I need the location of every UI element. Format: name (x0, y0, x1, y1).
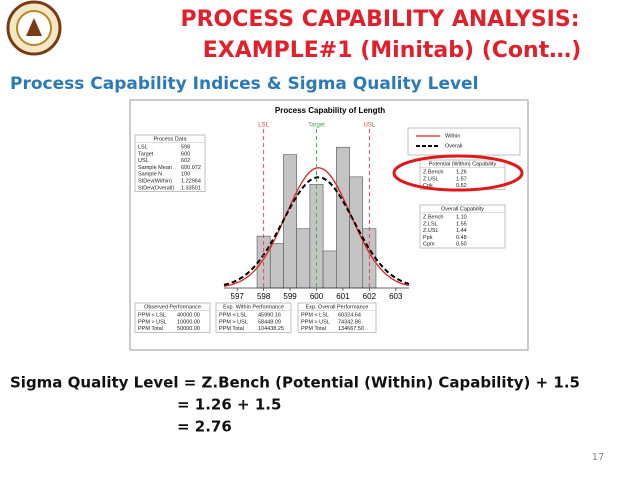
distribution-curve (223, 176, 410, 286)
stat-heading: Observed Performance (144, 304, 201, 310)
spec-label: Target (308, 123, 325, 129)
stat-value: 1.26 (456, 169, 467, 175)
stat-heading: Potential (Within) Capability (429, 161, 497, 167)
bar (336, 146, 350, 289)
stat-value: 74342.86 (338, 319, 361, 325)
bar (296, 228, 311, 289)
spec-label: LSL (258, 123, 269, 129)
stat-label: Target (138, 151, 154, 157)
subtitle: Process Capability Indices & Sigma Quali… (10, 74, 478, 94)
stat-label: PPM Total (219, 326, 244, 332)
stat-value: 1.57 (456, 176, 467, 182)
spec-label: USL (364, 123, 376, 129)
chart-title: Process Capability of Length (275, 106, 385, 115)
stat-box (134, 302, 211, 333)
stat-value: 600.072 (181, 165, 201, 171)
title-line1: PROCESS CAPABILITY ANALYSIS: (180, 7, 579, 32)
x-tick-label: 598 (257, 292, 271, 301)
stat-heading: Process Data (153, 136, 187, 142)
formula-line1: Sigma Quality Level = Z.Bench (Potential… (10, 374, 580, 392)
stat-label: Ppk (423, 235, 433, 241)
legend-label: Within (445, 133, 460, 139)
x-tick-label: 602 (363, 292, 377, 301)
stat-label: PPM Total (138, 326, 163, 332)
stat-value: 0.52 (456, 183, 467, 189)
stat-value: 1.22964 (181, 178, 201, 184)
bar (283, 154, 297, 289)
stat-label: Cpm (423, 242, 435, 248)
formula-line2: = 1.26 + 1.5 (177, 396, 281, 414)
stat-label: LSL (138, 144, 148, 150)
stat-box (215, 302, 292, 333)
stat-value: 0.48 (456, 235, 467, 241)
stat-value: 104438.25 (258, 326, 284, 332)
stat-label: Z.Bench (423, 214, 443, 220)
stat-value: 1.55 (456, 221, 467, 227)
stat-label: PPM > USL (138, 319, 167, 325)
stat-value: 10000.00 (177, 319, 200, 325)
x-tick-label: 599 (283, 292, 297, 301)
x-tick-label: 597 (231, 292, 245, 301)
stat-label: PPM > USL (219, 319, 248, 325)
stat-label: Z.LSL (423, 221, 438, 227)
legend-box (407, 127, 521, 156)
stat-value: 45990.16 (258, 312, 281, 318)
page-number: 17 (592, 452, 605, 463)
stat-label: Z.Bench (423, 169, 443, 175)
stat-label: Sample Mean (138, 165, 172, 171)
stat-label: PPM < LSL (219, 312, 247, 318)
x-tick-label: 603 (389, 292, 403, 301)
stat-label: USL (138, 158, 149, 164)
stat-value: 1.44 (456, 228, 467, 234)
stat-value: 100 (181, 172, 190, 178)
x-tick-label: 601 (336, 292, 350, 301)
stat-value: 602 (181, 158, 190, 164)
formula-line3: = 2.76 (177, 418, 232, 436)
stat-label: StDev(Overall) (138, 185, 174, 191)
stat-value: 40000.00 (177, 312, 200, 318)
stat-heading: Exp. Overall Performance (306, 304, 369, 310)
stat-box (419, 204, 506, 249)
stat-value: 50000.00 (177, 326, 200, 332)
stat-value: 60324.64 (338, 312, 361, 318)
stat-label: PPM < LSL (138, 312, 166, 318)
title-line2: EXAMPLE#1 (Minitab) (Cont…) (203, 38, 582, 63)
x-tick-label: 600 (310, 292, 324, 301)
stat-label: PPM Total (301, 326, 326, 332)
stat-value: 1.33501 (181, 185, 201, 191)
stat-value: 600 (181, 151, 190, 157)
stat-box (297, 302, 377, 333)
stat-heading: Overall Capability (441, 206, 484, 212)
stat-value: 134667.50 (338, 326, 364, 332)
stat-label: PPM > USL (301, 319, 330, 325)
stat-value: 1.10 (456, 214, 467, 220)
logo (6, 0, 62, 56)
stat-label: PPM < LSL (301, 312, 329, 318)
stat-box (134, 134, 206, 192)
stat-label: Z.USL (423, 176, 439, 182)
stat-label: Sample N (138, 172, 162, 178)
bar (269, 243, 284, 289)
legend-label: Overall (445, 143, 462, 149)
stat-value: 58448.09 (258, 319, 281, 325)
stat-box (419, 159, 506, 190)
bar (322, 250, 337, 289)
stat-label: Cpk (423, 183, 433, 189)
stat-heading: Exp. Within Performance (223, 304, 284, 310)
stat-value: 0.50 (456, 242, 467, 248)
highlight-ellipse (392, 154, 524, 192)
stat-label: StDev(Within) (138, 178, 172, 184)
stat-label: Z.USL (423, 228, 439, 234)
stat-value: 598 (181, 144, 190, 150)
